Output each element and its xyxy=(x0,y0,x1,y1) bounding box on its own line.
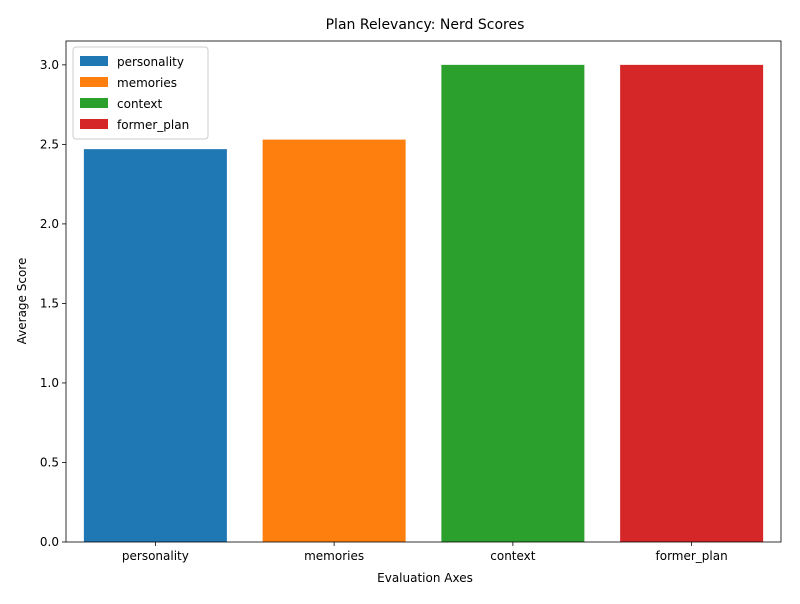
legend-box xyxy=(72,46,209,140)
y-tick-label: 2.5 xyxy=(40,137,59,151)
x-tick-label: memories xyxy=(304,549,364,563)
axes: personality memories context former_plan 0.0… xyxy=(40,40,782,563)
legend-entry: personality xyxy=(117,55,184,69)
x-tick-label: context xyxy=(490,549,536,563)
legend-entry: memories xyxy=(117,76,177,90)
y-tick-label: 0.5 xyxy=(40,455,59,469)
bar-context xyxy=(441,64,585,543)
y-axis-label: Average Score xyxy=(15,258,29,345)
plot-area xyxy=(83,64,764,543)
legend-entry: former_plan xyxy=(117,118,189,132)
legend-swatch xyxy=(80,119,108,129)
legend: personality memories context former_plan xyxy=(72,46,209,140)
y-tick-label: 3.0 xyxy=(40,58,59,72)
x-tick-label: former_plan xyxy=(656,549,728,563)
y-tick-label: 2.0 xyxy=(40,217,59,231)
chart-title: Plan Relevancy: Nerd Scores xyxy=(326,17,525,33)
legend-swatch xyxy=(80,56,108,66)
y-tick-label: 0.0 xyxy=(40,535,59,549)
x-tick-label: personality xyxy=(122,549,189,563)
y-tick-label: 1.0 xyxy=(40,376,59,390)
bar-memories xyxy=(262,139,406,543)
x-axis-label: Evaluation Axes xyxy=(377,571,473,585)
bar-former_plan xyxy=(620,64,764,543)
legend-swatch xyxy=(80,77,108,87)
plot-frame xyxy=(65,40,782,543)
legend-entry: context xyxy=(117,97,163,111)
y-tick-label: 1.5 xyxy=(40,296,59,310)
legend-swatch xyxy=(80,98,108,108)
bar-personality xyxy=(83,149,227,542)
